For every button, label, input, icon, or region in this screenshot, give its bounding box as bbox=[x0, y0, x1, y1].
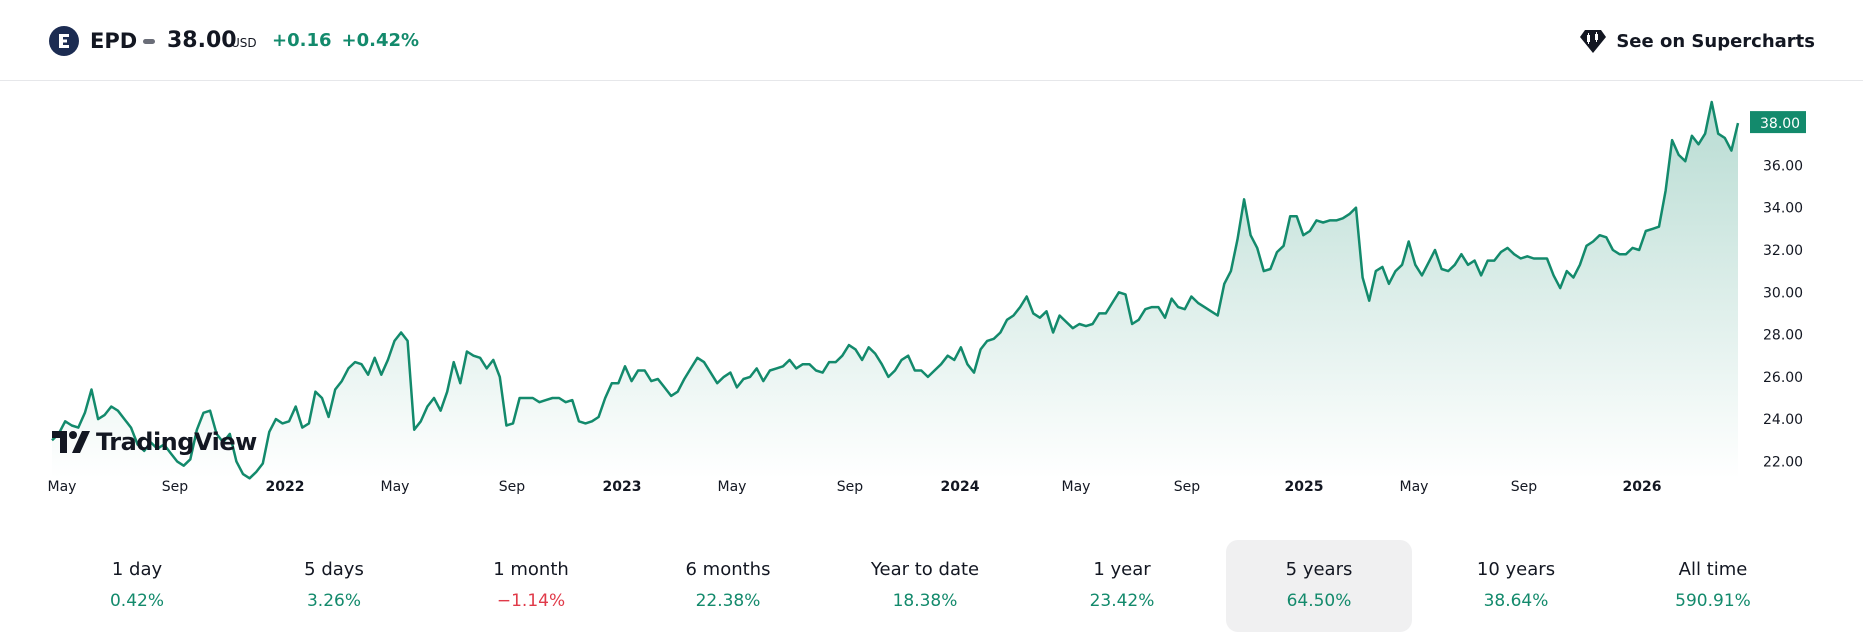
x-axis-tick-label: May bbox=[1400, 479, 1429, 495]
tradingview-wordmark: TradingView bbox=[96, 428, 257, 456]
x-axis-tick-label: Sep bbox=[162, 479, 189, 495]
last-price-badge: 38.00 bbox=[1750, 111, 1806, 134]
tradingview-watermark: TradingView bbox=[52, 428, 257, 456]
market-status-dash bbox=[143, 39, 155, 44]
period-button[interactable]: 1 year 23.42% bbox=[1029, 540, 1215, 632]
period-button[interactable]: All time 590.91% bbox=[1620, 540, 1806, 632]
period-change-value: −1.14% bbox=[496, 591, 566, 611]
period-label: 1 month bbox=[493, 559, 569, 580]
x-axis-tick-label: Sep bbox=[1511, 479, 1538, 495]
period-change-value: 22.38% bbox=[695, 591, 761, 611]
period-label: 1 day bbox=[111, 559, 163, 580]
price-currency: USD bbox=[231, 36, 257, 50]
see-on-supercharts-link[interactable]: See on Supercharts bbox=[1578, 24, 1815, 58]
epd-logo-icon bbox=[49, 26, 79, 56]
period-button[interactable]: 10 years 38.64% bbox=[1423, 540, 1609, 632]
y-axis-tick-label: 30.00 bbox=[1763, 285, 1803, 301]
period-label: 1 year bbox=[1093, 559, 1151, 580]
period-button[interactable]: 1 month −1.14% bbox=[438, 540, 624, 632]
y-axis-tick-label: 36.00 bbox=[1763, 158, 1803, 174]
y-axis-tick-label: 26.00 bbox=[1763, 370, 1803, 386]
price-change: +0.16 +0.42% bbox=[272, 27, 419, 55]
x-axis-tick-label: Sep bbox=[1174, 479, 1201, 495]
period-label: 5 days bbox=[304, 559, 364, 580]
x-axis-tick-label: May bbox=[718, 479, 747, 495]
period-change-value: 18.38% bbox=[892, 591, 958, 611]
x-axis-tick-label: Sep bbox=[837, 479, 864, 495]
tradingview-logo-icon bbox=[52, 431, 90, 453]
period-button[interactable]: 5 years 64.50% bbox=[1226, 540, 1412, 632]
ticker-symbol[interactable]: EPD bbox=[90, 29, 138, 53]
x-axis-tick-label: 2026 bbox=[1623, 479, 1662, 495]
price-line bbox=[51, 100, 1740, 480]
performance-periods: 1 day 0.42% 5 days 3.26% 1 month −1.14% 6 mont… bbox=[44, 540, 1820, 632]
price-area-fill bbox=[52, 102, 1738, 479]
y-axis-tick-label: 22.00 bbox=[1763, 454, 1803, 470]
symbol-header: EPD 38.00 USD +0.16 +0.42% See on Superch… bbox=[0, 0, 1863, 81]
period-label: Year to date bbox=[870, 559, 980, 580]
y-axis-tick-label: 32.00 bbox=[1763, 243, 1803, 259]
y-axis-tick-label: 28.00 bbox=[1763, 328, 1803, 344]
period-button[interactable]: 6 months 22.38% bbox=[635, 540, 821, 632]
x-axis-tick-label: 2023 bbox=[603, 479, 642, 495]
last-price: 38.00 bbox=[167, 28, 237, 53]
period-change-value: 64.50% bbox=[1286, 591, 1352, 611]
y-axis-tick-label: 34.00 bbox=[1763, 201, 1803, 217]
period-button[interactable]: 1 day 0.42% bbox=[44, 540, 230, 632]
change-absolute: +0.16 bbox=[272, 30, 332, 51]
change-percent: +0.42% bbox=[341, 30, 420, 51]
x-axis-tick-label: May bbox=[1062, 479, 1091, 495]
period-change-value: 38.64% bbox=[1483, 591, 1549, 611]
period-button[interactable]: Year to date 18.38% bbox=[832, 540, 1018, 632]
last-price-badge-label: 38.00 bbox=[1760, 116, 1800, 132]
x-axis-tick-label: 2025 bbox=[1285, 479, 1324, 495]
tradingview-diamond-icon bbox=[1580, 30, 1607, 53]
period-label: 6 months bbox=[685, 559, 771, 580]
period-label: 5 years bbox=[1285, 559, 1353, 580]
period-button[interactable]: 5 days 3.26% bbox=[241, 540, 427, 632]
supercharts-label: See on Supercharts bbox=[1616, 30, 1815, 52]
x-axis-tick-label: May bbox=[48, 479, 77, 495]
period-label: 10 years bbox=[1476, 559, 1556, 580]
period-change-value: 3.26% bbox=[306, 591, 361, 611]
x-axis-tick-label: 2022 bbox=[266, 479, 305, 495]
period-label: All time bbox=[1678, 559, 1748, 580]
x-axis-tick-label: 2024 bbox=[941, 479, 980, 495]
x-axis-tick-label: May bbox=[381, 479, 410, 495]
period-change-value: 23.42% bbox=[1089, 591, 1155, 611]
price-chart[interactable]: 36.00 34.00 32.00 30.00 28.00 26.00 24.00 22.00… bbox=[0, 80, 1863, 500]
period-change-value: 0.42% bbox=[109, 591, 164, 611]
y-axis-tick-label: 24.00 bbox=[1763, 412, 1803, 428]
period-change-value: 590.91% bbox=[1675, 591, 1751, 611]
x-axis-tick-label: Sep bbox=[499, 479, 526, 495]
